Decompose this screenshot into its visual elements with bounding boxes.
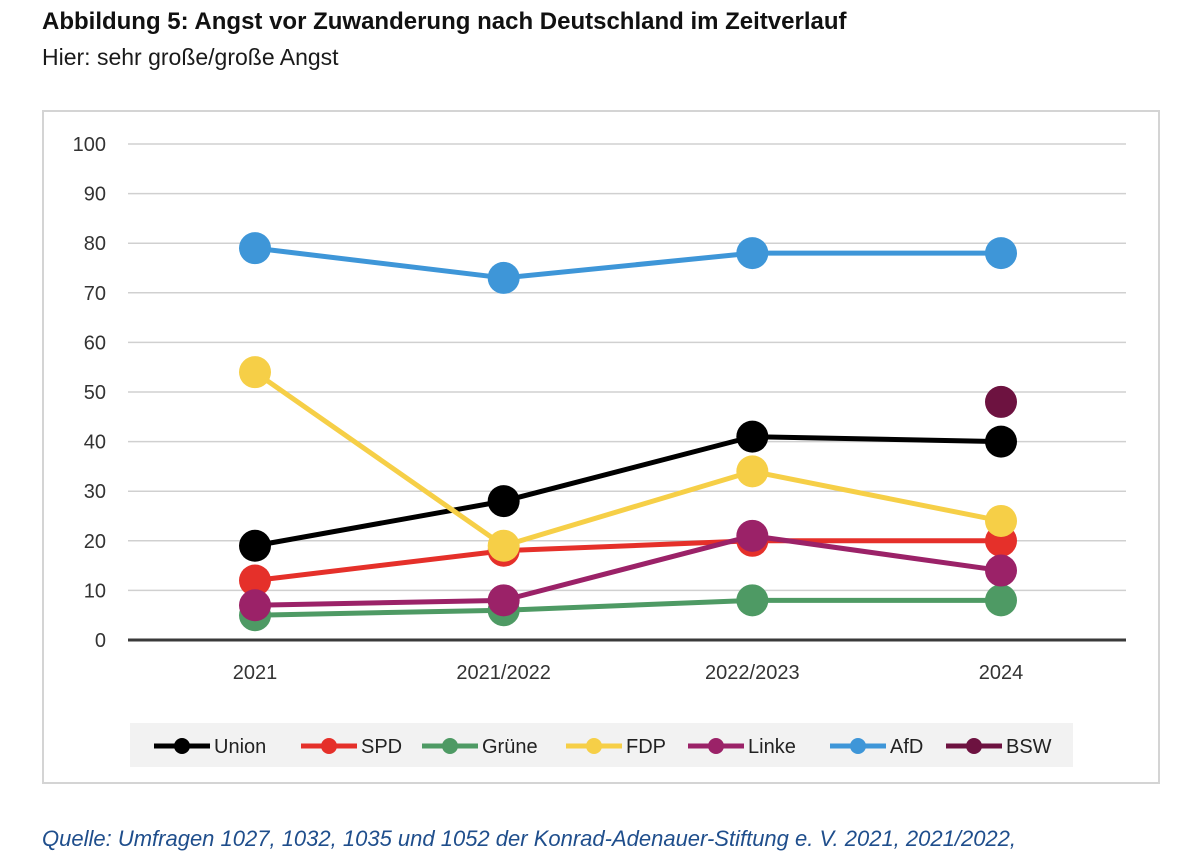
legend-label: FDP [626,736,666,758]
chart-frame [42,110,1160,784]
x-tick-label: 2024 [979,662,1024,684]
y-tick-label: 20 [84,531,106,553]
data-point-afd [239,232,271,265]
legend-label: AfD [890,736,923,758]
legend-marker [442,738,458,754]
legend-marker [174,738,190,754]
legend-marker [321,738,337,754]
data-point-union [487,485,520,518]
x-tick-label: 2021 [233,662,278,684]
line-chart: 0 10 20 30 40 50 60 70 80 90 100 2021 2021/2022 2022/… [73,134,1126,767]
y-tick-label: 0 [95,630,106,652]
y-tick-label: 40 [84,432,106,454]
y-tick-label: 30 [84,481,106,503]
series-line-spd [252,538,1004,583]
data-point-afd [487,261,520,294]
y-tick-label: 100 [73,134,106,156]
data-point-linke [736,519,769,552]
y-tick-label: 80 [84,233,106,255]
legend-label: Grüne [482,736,538,758]
series-line-linke [252,533,1004,608]
data-point-union [736,420,769,453]
data-point-afd [985,237,1017,270]
x-tick-label: 2022/2023 [705,662,800,684]
data-point-linke [239,589,271,622]
legend-marker [966,738,982,754]
legend-label: SPD [361,736,402,758]
data-point-fdp [985,504,1017,537]
y-tick-label: 10 [84,580,106,602]
series-line-grüne [252,597,1004,618]
legend-label: Union [214,736,266,758]
chart-subtitle: Hier: sehr große/große Angst [42,44,339,70]
legend-marker [850,738,866,754]
data-point-union [985,425,1017,458]
data-point-fdp [487,529,520,562]
legend-label: Linke [748,736,796,758]
legend-label: BSW [1006,736,1052,758]
data-point-fdp [736,455,769,488]
source-note: Quelle: Umfragen 1027, 1032, 1035 und 10… [42,826,1017,851]
y-tick-label: 90 [84,184,106,206]
legend-marker [586,738,602,754]
chart-title: Abbildung 5: Angst vor Zuwanderung nach … [42,8,847,35]
data-point-union [239,529,271,562]
data-point-afd [736,237,769,270]
y-tick-label: 60 [84,332,106,354]
data-point-linke [985,554,1017,587]
series-line-fdp [252,369,1004,549]
data-point-bsw [985,385,1017,418]
data-point-spd [239,564,271,597]
data-point-fdp [239,356,271,389]
legend-marker [708,738,724,754]
data-point-grüne [736,584,769,617]
data-point-linke [487,584,520,617]
series-line-afd [252,245,1004,281]
data-point-grüne [985,584,1017,617]
y-tick-label: 50 [84,382,106,404]
series-line-union [252,434,1004,549]
x-tick-label: 2021/2022 [456,662,551,684]
y-tick-label: 70 [84,283,106,305]
